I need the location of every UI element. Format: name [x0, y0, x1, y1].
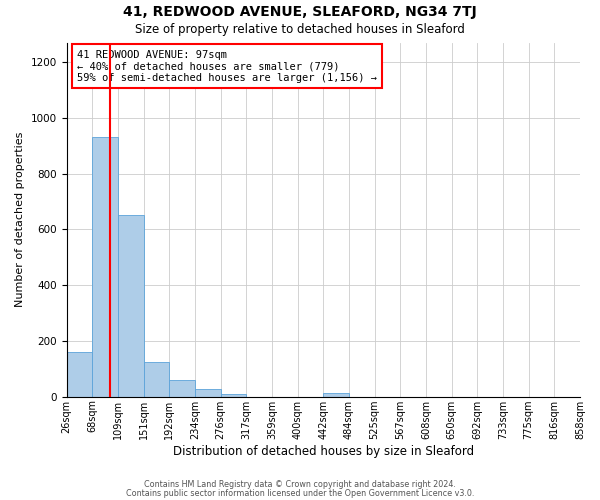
Y-axis label: Number of detached properties: Number of detached properties — [15, 132, 25, 308]
Text: 41, REDWOOD AVENUE, SLEAFORD, NG34 7TJ: 41, REDWOOD AVENUE, SLEAFORD, NG34 7TJ — [123, 5, 477, 19]
Text: 41 REDWOOD AVENUE: 97sqm
← 40% of detached houses are smaller (779)
59% of semi-: 41 REDWOOD AVENUE: 97sqm ← 40% of detach… — [77, 50, 377, 83]
Text: Size of property relative to detached houses in Sleaford: Size of property relative to detached ho… — [135, 22, 465, 36]
Bar — [143, 362, 169, 396]
Bar — [323, 394, 349, 396]
Bar — [92, 138, 118, 396]
Text: Contains HM Land Registry data © Crown copyright and database right 2024.: Contains HM Land Registry data © Crown c… — [144, 480, 456, 489]
X-axis label: Distribution of detached houses by size in Sleaford: Distribution of detached houses by size … — [173, 444, 474, 458]
Bar — [195, 389, 221, 396]
Bar — [169, 380, 195, 396]
Bar — [221, 394, 246, 396]
Bar — [67, 352, 92, 397]
Text: Contains public sector information licensed under the Open Government Licence v3: Contains public sector information licen… — [126, 488, 474, 498]
Bar — [118, 216, 143, 396]
